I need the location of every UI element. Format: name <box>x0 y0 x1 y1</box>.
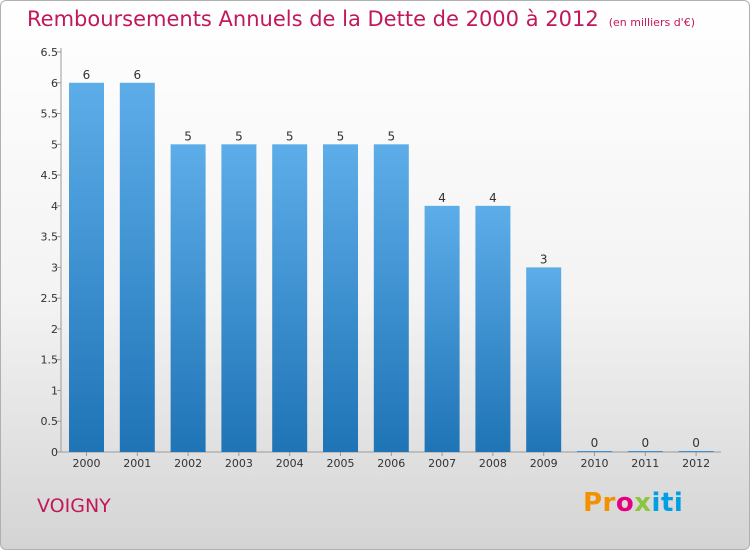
value-label-2010: 0 <box>591 436 599 450</box>
x-tick-label-2008: 2008 <box>479 457 507 470</box>
value-label-2003: 5 <box>235 129 243 143</box>
y-tick-label: 4.5 <box>41 169 59 182</box>
proxiti-logo: Proxiti <box>583 488 683 518</box>
bar-2010 <box>577 451 612 452</box>
bar-2000 <box>69 82 104 453</box>
y-tick-label: 6 <box>51 77 58 90</box>
logo-part-4: iti <box>651 488 684 518</box>
value-label-2000: 6 <box>83 68 91 82</box>
bar-2001 <box>119 82 155 453</box>
value-label-2008: 4 <box>489 191 497 205</box>
value-label-2007: 4 <box>438 191 446 205</box>
x-tick-label-2006: 2006 <box>377 457 405 470</box>
bar-2006 <box>373 144 409 453</box>
bar-2004 <box>272 144 308 453</box>
y-tick-label: 0.5 <box>41 415 59 428</box>
bar-2003 <box>221 144 257 453</box>
value-label-2006: 5 <box>387 129 395 143</box>
y-tick-label: 1.5 <box>41 354 59 367</box>
bar-2007 <box>424 205 460 452</box>
value-label-2012: 0 <box>692 436 700 450</box>
y-tick-label: 0 <box>51 446 58 459</box>
y-tick-label: 1 <box>51 384 58 397</box>
logo-part-3: x <box>634 488 652 518</box>
value-label-2001: 6 <box>133 68 141 82</box>
y-tick-label: 5.5 <box>41 108 59 121</box>
bar-2009 <box>526 267 562 452</box>
bar-2005 <box>323 144 358 453</box>
value-label-2004: 5 <box>286 129 294 143</box>
x-tick-label-2004: 2004 <box>276 457 304 470</box>
x-tick-label-2000: 2000 <box>73 457 101 470</box>
x-tick-label-2003: 2003 <box>225 457 253 470</box>
y-tick-label: 3 <box>51 261 58 274</box>
value-label-2002: 5 <box>184 129 192 143</box>
bar-2008 <box>475 205 511 452</box>
y-tick-label: 4 <box>51 200 58 213</box>
y-tick-label: 3.5 <box>41 231 59 244</box>
y-tick-label: 2.5 <box>41 292 59 305</box>
chart-unit: (en milliers d'€) <box>608 16 695 29</box>
x-tick-label-2002: 2002 <box>174 457 202 470</box>
value-label-2009: 3 <box>540 252 548 266</box>
x-tick-label-2005: 2005 <box>327 457 355 470</box>
value-label-2011: 0 <box>641 436 649 450</box>
y-tick-label: 5 <box>51 138 58 151</box>
commune-name: VOIGNY <box>37 495 111 517</box>
x-tick-label-2007: 2007 <box>428 457 456 470</box>
x-tick-label-2011: 2011 <box>631 457 659 470</box>
x-tick-label-2009: 2009 <box>530 457 558 470</box>
y-tick-label: 2 <box>51 323 58 336</box>
x-tick-label-2012: 2012 <box>682 457 710 470</box>
logo-part-1: Pr <box>583 488 616 518</box>
bar-2002 <box>170 144 206 453</box>
chart-title-block: Remboursements Annuels de la Dette de 20… <box>27 7 695 31</box>
value-label-2005: 5 <box>337 129 345 143</box>
bar-2011 <box>627 451 663 452</box>
x-tick-label-2001: 2001 <box>123 457 151 470</box>
bar-2012 <box>678 451 714 452</box>
y-tick-label: 6.5 <box>41 46 59 59</box>
chart-title: Remboursements Annuels de la Dette de 20… <box>27 7 599 31</box>
x-tick-label-2010: 2010 <box>581 457 609 470</box>
logo-part-2: o <box>615 488 635 518</box>
